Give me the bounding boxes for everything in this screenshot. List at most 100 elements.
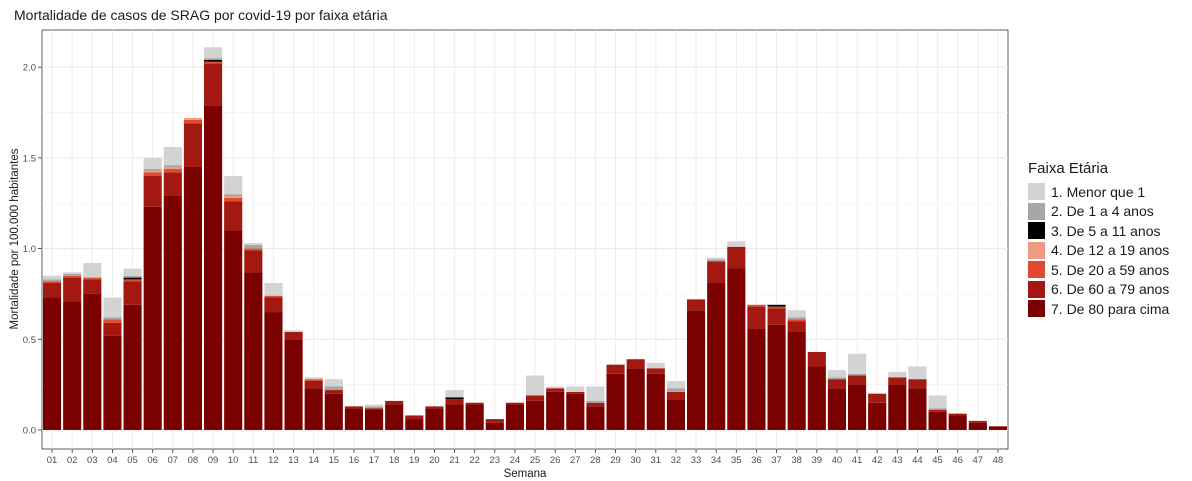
x-tick-label: 36 [751,455,762,466]
bar-segment-01-s6 [43,279,62,282]
bar-segment-17-s1 [365,410,384,430]
x-axis-label: Semana [504,468,547,480]
bar-segment-39-s2 [807,351,826,367]
bar-segment-10-s4 [224,195,243,198]
bar-segment-01-s1 [43,297,62,430]
bar-segment-46-s1 [948,415,967,430]
bar-segment-11-s1 [244,272,263,430]
bar-segment-37-s2 [767,308,786,325]
y-tick-label: 0.0 [23,425,36,436]
bar-segment-04-s7 [103,297,122,318]
bar-segment-46-s2 [948,413,967,416]
bar-segment-03-s1 [83,293,102,430]
legend-swatch [1028,183,1045,201]
bar-segment-36-s3 [747,304,766,307]
bar-segment-15-s2 [324,390,343,394]
x-tick-label: 42 [872,455,883,466]
bar-segment-16-s2 [344,406,363,409]
bar-segment-37-s3 [767,306,786,309]
bar-segment-14-s7 [304,377,323,380]
bar-segment-17-s7 [365,404,384,407]
bar-segment-12-s2 [264,297,283,313]
bar-segment-45-s6 [928,408,947,411]
bar-segment-19-s2 [405,415,424,420]
bar-segment-11-s2 [244,250,263,273]
y-tick-label: 0.5 [23,335,36,346]
x-tick-label: 32 [671,455,682,466]
bar-segment-19-s1 [405,419,424,430]
y-axis-label: Mortalidade por 100.000 habitantes [9,148,21,329]
x-tick-label: 31 [651,455,662,466]
x-tick-label: 10 [228,455,239,466]
x-tick-label: 43 [892,455,903,466]
bar-segment-31-s1 [646,373,665,430]
bar-segment-06-s4 [143,170,162,173]
bar-segment-07-s2 [163,172,182,196]
bar-segment-42-s2 [868,393,887,403]
bar-segment-38-s7 [787,310,806,318]
bar-segment-32-s7 [666,380,685,389]
bar-segment-28-s1 [586,406,605,430]
bar-segment-15-s1 [324,393,343,430]
bar-segment-02-s7 [63,272,82,274]
bar-segment-30-s2 [626,359,645,369]
bar-segment-27-s1 [566,393,585,430]
bar-segment-28-s2 [586,402,605,407]
bar-segment-38-s1 [787,332,806,430]
bar-segment-36-s1 [747,328,766,430]
bar-segment-27-s2 [566,391,585,394]
bar-segment-13-s1 [284,339,303,430]
bar-segment-13-s2 [284,332,303,340]
x-tick-label: 35 [731,455,742,466]
bar-segment-40-s2 [827,379,846,389]
bar-segment-08-s3 [183,119,202,124]
legend-label: 4. De 12 a 19 anos [1051,242,1170,259]
bar-segment-11-s3 [244,248,263,251]
chart-title: Mortalidade de casos de SRAG por covid-1… [14,7,388,23]
bar-segment-40-s7 [827,370,846,378]
bar-segment-03-s7 [83,263,102,278]
x-tick-label: 18 [389,455,400,466]
bar-segment-33-s1 [687,310,706,430]
bar-segment-06-s2 [143,176,162,207]
x-tick-label: 12 [268,455,279,466]
bar-segment-34-s7 [707,257,726,260]
x-tick-label: 16 [349,455,360,466]
bar-segment-18-s1 [385,404,404,430]
bar-segment-10-s2 [224,201,243,231]
x-tick-label: 04 [107,455,118,466]
x-tick-label: 06 [147,455,158,466]
bar-segment-09-s5 [204,59,223,62]
x-tick-label: 15 [329,455,340,466]
bar-segment-35-s7 [727,241,746,247]
x-tick-label: 40 [832,455,843,466]
x-tick-label: 37 [771,455,782,466]
bar-segment-37-s1 [767,324,786,430]
legend-label: 3. De 5 a 11 anos [1051,222,1161,239]
bar-segment-12-s1 [264,312,283,430]
bar-segment-18-s2 [385,400,404,405]
bar-segment-04-s6 [103,317,122,320]
bar-segment-09-s1 [204,105,223,430]
bar-segment-25-s1 [526,400,545,430]
x-tick-label: 25 [530,455,541,466]
bar-segment-29-s2 [606,364,625,374]
bar-segment-44-s2 [908,379,927,389]
bar-segment-10-s7 [224,176,243,195]
bar-segment-25-s7 [526,375,545,396]
bar-segment-04-s3 [103,319,122,323]
legend-item: 6. De 60 a 79 anos [1028,280,1169,300]
bar-segment-21-s7 [445,390,464,398]
legend-label: 5. De 20 a 59 anos [1051,261,1170,278]
legend-title: Faixa Etária [1028,160,1109,177]
legend-items: 1. Menor que 1 2. De 1 a 4 anos 3. De 5 a … [1028,182,1169,319]
bar-segment-43-s2 [888,377,907,385]
bar-segment-34-s1 [707,283,726,430]
bar-segment-31-s7 [646,362,665,369]
x-tick-label: 45 [932,455,943,466]
bar-segment-36-s2 [747,306,766,329]
bar-segment-05-s3 [123,279,142,282]
bar-segment-02-s2 [63,277,82,302]
bar-segment-14-s3 [304,379,323,381]
legend-item: 3. De 5 a 11 anos [1028,221,1169,241]
